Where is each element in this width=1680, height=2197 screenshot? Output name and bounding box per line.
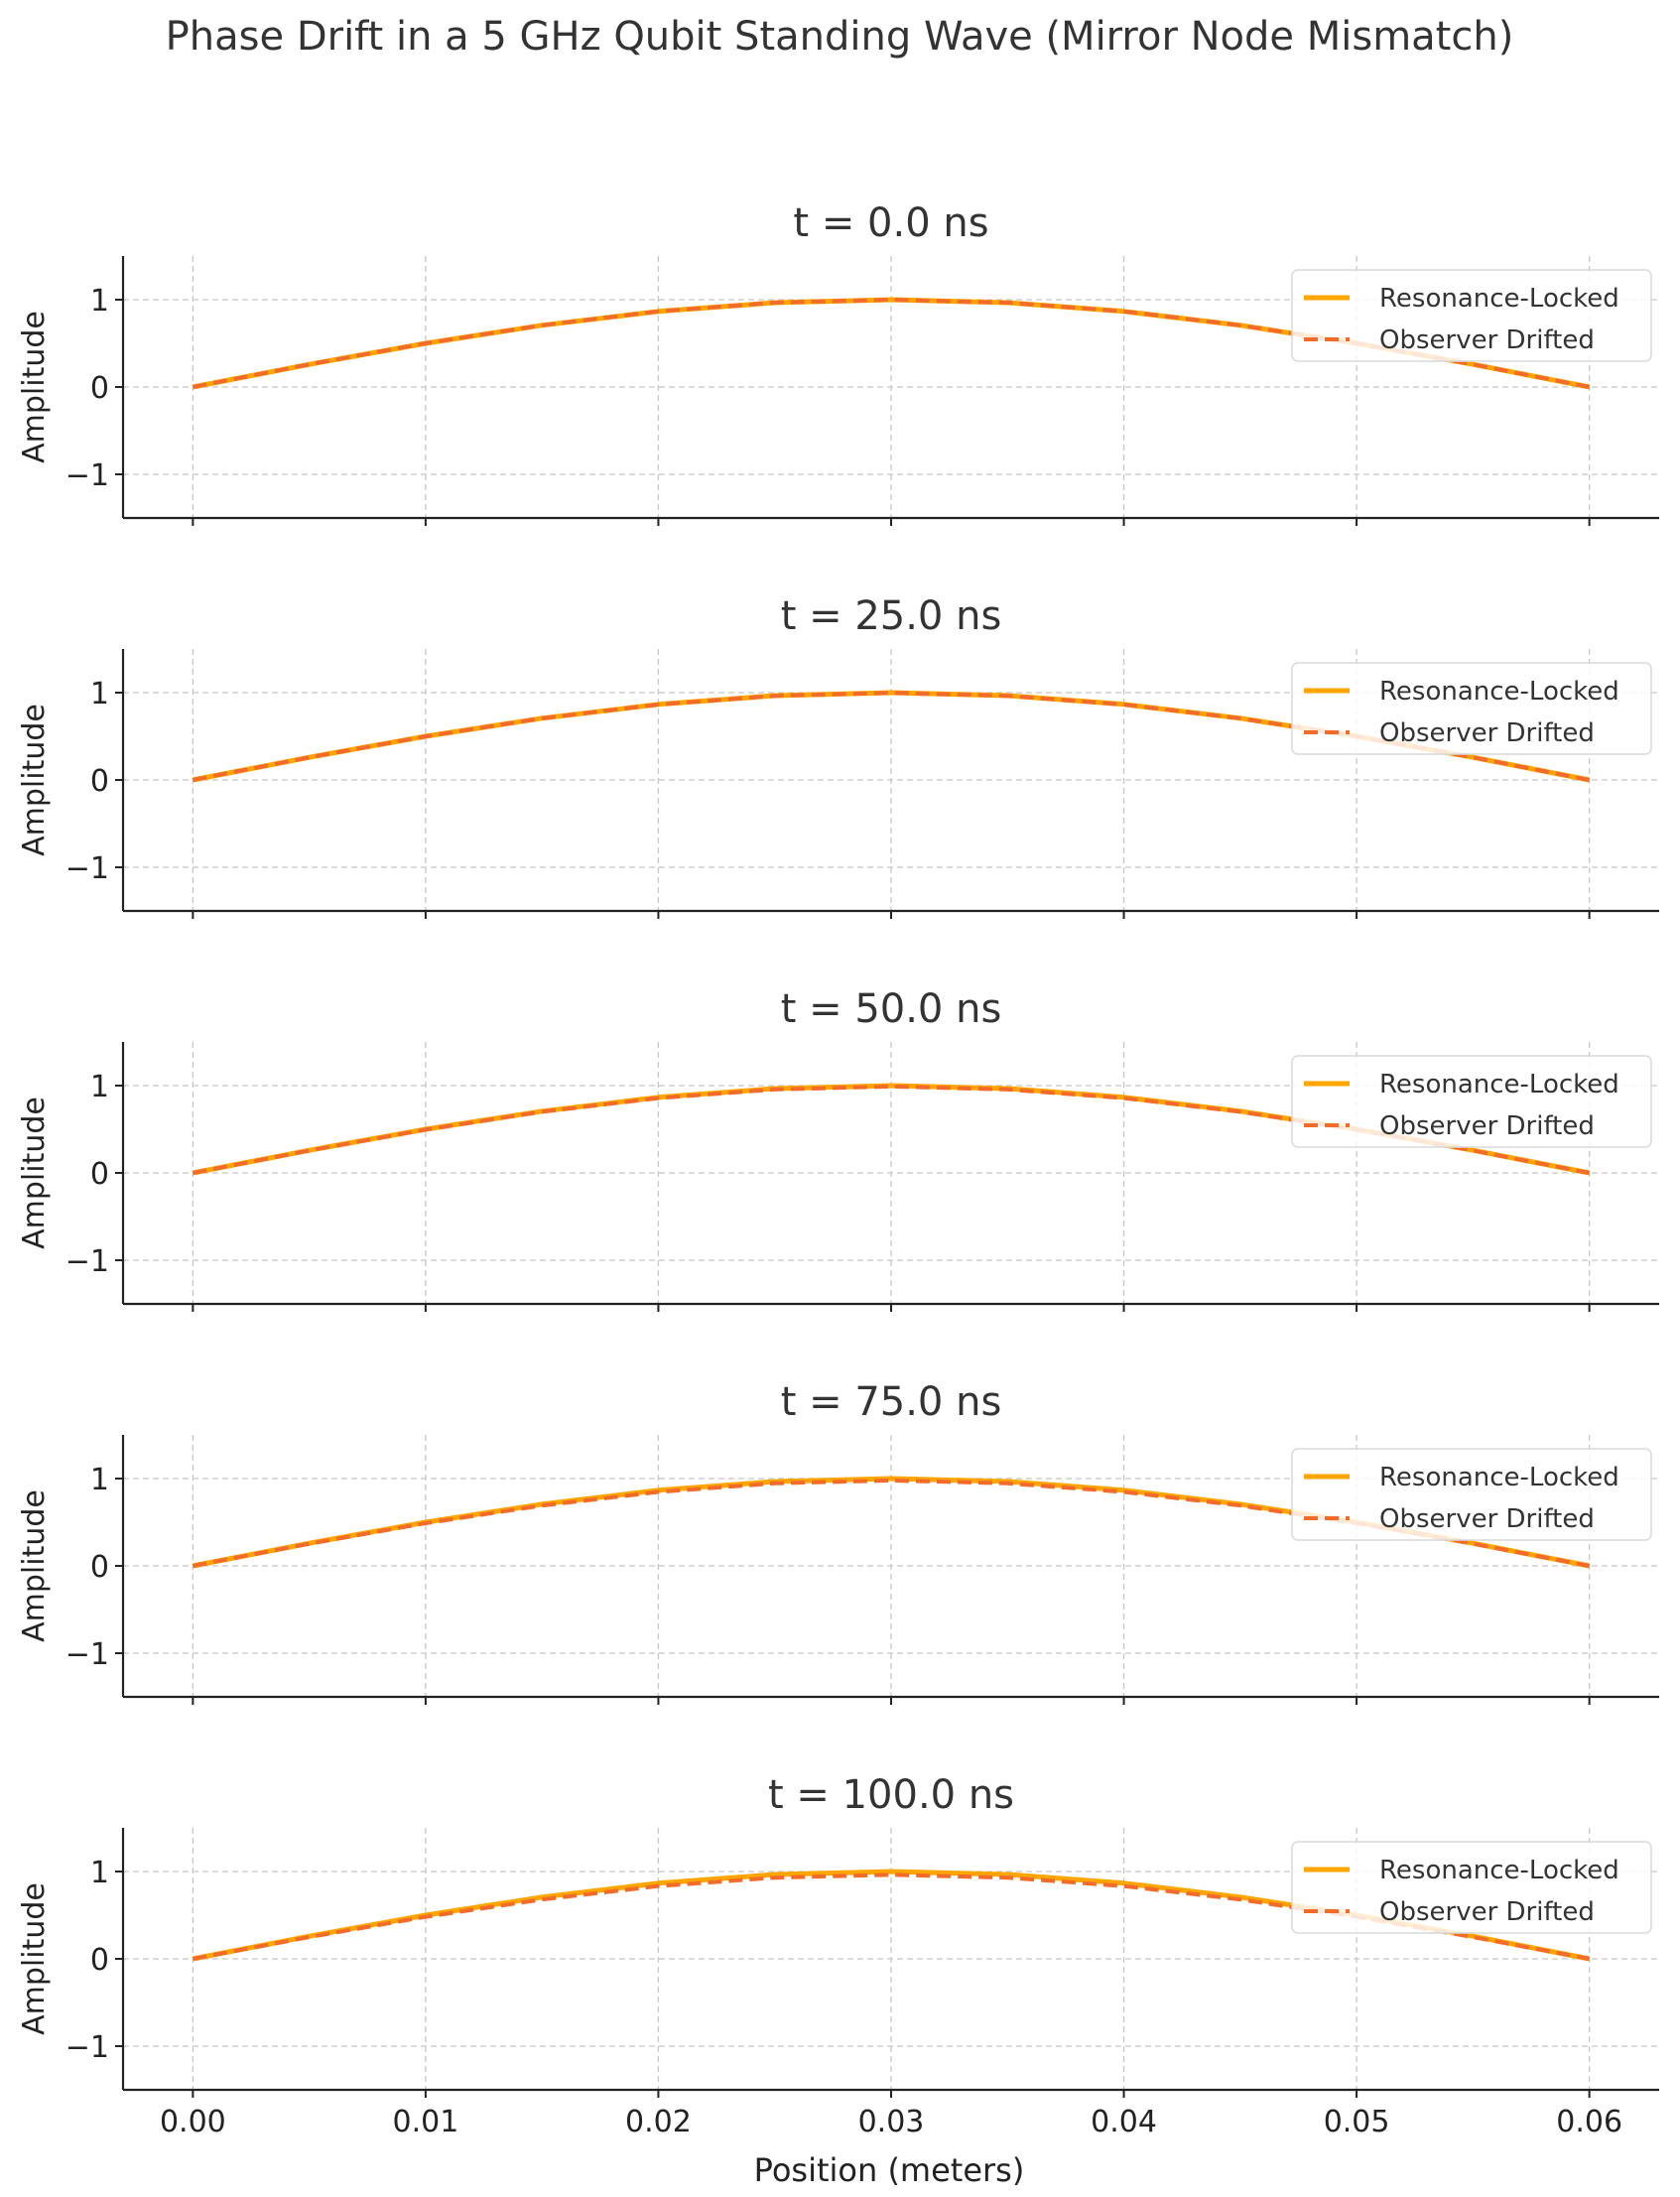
y-tick-label: 0 (90, 764, 109, 799)
y-tick-label: 0 (90, 371, 109, 406)
x-tick-label: 0.04 (1091, 2105, 1157, 2139)
subplot-4: t = 75.0 ns 1 0 −1 Amplitude Resonance-Locked… (17, 1379, 1659, 1705)
x-tick-label: 0.02 (625, 2105, 692, 2139)
y-tick-label: 1 (90, 284, 109, 319)
y-tick-label: 1 (90, 1856, 109, 1890)
legend-box (1291, 1055, 1652, 1148)
x-tick-label: 0.00 (160, 2105, 226, 2139)
subplot-2: t = 25.0 ns 1 0 −1 Amplitude Resonance-Locked… (17, 593, 1659, 919)
legend-label: Observer Drifted (1379, 718, 1595, 748)
legend-box (1291, 662, 1652, 755)
y-tick-label: −1 (65, 1637, 109, 1672)
legend-label: Resonance-Locked (1379, 1856, 1619, 1885)
legend-label: Resonance-Locked (1379, 1070, 1619, 1099)
y-tick-label: 1 (90, 677, 109, 711)
legend-box (1291, 1448, 1652, 1541)
y-tick-label: 1 (90, 1070, 109, 1104)
legend-label: Resonance-Locked (1379, 1463, 1619, 1492)
subplot-title: t = 50.0 ns (781, 986, 1002, 1032)
subplot-3: t = 50.0 ns 1 0 −1 Amplitude Resonance-Locked… (17, 986, 1659, 1312)
x-tick-label: 0.03 (858, 2105, 925, 2139)
subplot-5: t = 100.0 ns 1 0 −1 0.00 0.01 0.02 0.03 0.04 0.05… (17, 1772, 1659, 2139)
figure-title: Phase Drift in a 5 GHz Qubit Standing Wa… (166, 14, 1514, 60)
y-axis-label: Amplitude (17, 311, 52, 463)
x-tick-label: 0.01 (393, 2105, 459, 2139)
y-axis-label: Amplitude (17, 1882, 52, 2035)
y-tick-label: −1 (65, 2030, 109, 2065)
y-tick-label: −1 (65, 458, 109, 493)
legend: Resonance-Locked Observer Drifted (1291, 269, 1652, 362)
subplot-title: t = 100.0 ns (768, 1772, 1014, 1818)
x-tick-label: 0.06 (1556, 2105, 1622, 2139)
legend-label: Observer Drifted (1379, 325, 1595, 355)
y-tick-label: 0 (90, 1157, 109, 1192)
y-tick-label: −1 (65, 1244, 109, 1279)
y-axis-label: Amplitude (17, 1097, 52, 1249)
legend: Resonance-Locked Observer Drifted (1291, 1055, 1652, 1148)
legend-label: Resonance-Locked (1379, 284, 1619, 314)
legend-label: Resonance-Locked (1379, 677, 1619, 707)
y-axis-label: Amplitude (17, 704, 52, 856)
y-tick-label: 0 (90, 1943, 109, 1978)
subplot-title: t = 0.0 ns (793, 200, 988, 246)
legend: Resonance-Locked Observer Drifted (1291, 1448, 1652, 1541)
legend-box (1291, 269, 1652, 362)
y-tick-label: 1 (90, 1463, 109, 1497)
y-tick-label: 0 (90, 1550, 109, 1585)
legend-label: Observer Drifted (1379, 1504, 1595, 1534)
legend-box (1291, 1841, 1652, 1934)
x-axis-label: Position (meters) (754, 2151, 1025, 2189)
legend-label: Observer Drifted (1379, 1111, 1595, 1141)
legend-label: Observer Drifted (1379, 1897, 1595, 1927)
x-tick-label: 0.05 (1324, 2105, 1390, 2139)
subplot-1: t = 0.0 ns 1 0 −1 Amplitude Resonance-Locked O… (17, 200, 1659, 526)
subplot-title: t = 25.0 ns (781, 593, 1002, 639)
y-axis-label: Amplitude (17, 1489, 52, 1642)
legend: Resonance-Locked Observer Drifted (1291, 662, 1652, 755)
y-tick-label: −1 (65, 851, 109, 886)
legend: Resonance-Locked Observer Drifted (1291, 1841, 1652, 1934)
subplot-title: t = 75.0 ns (781, 1379, 1002, 1425)
